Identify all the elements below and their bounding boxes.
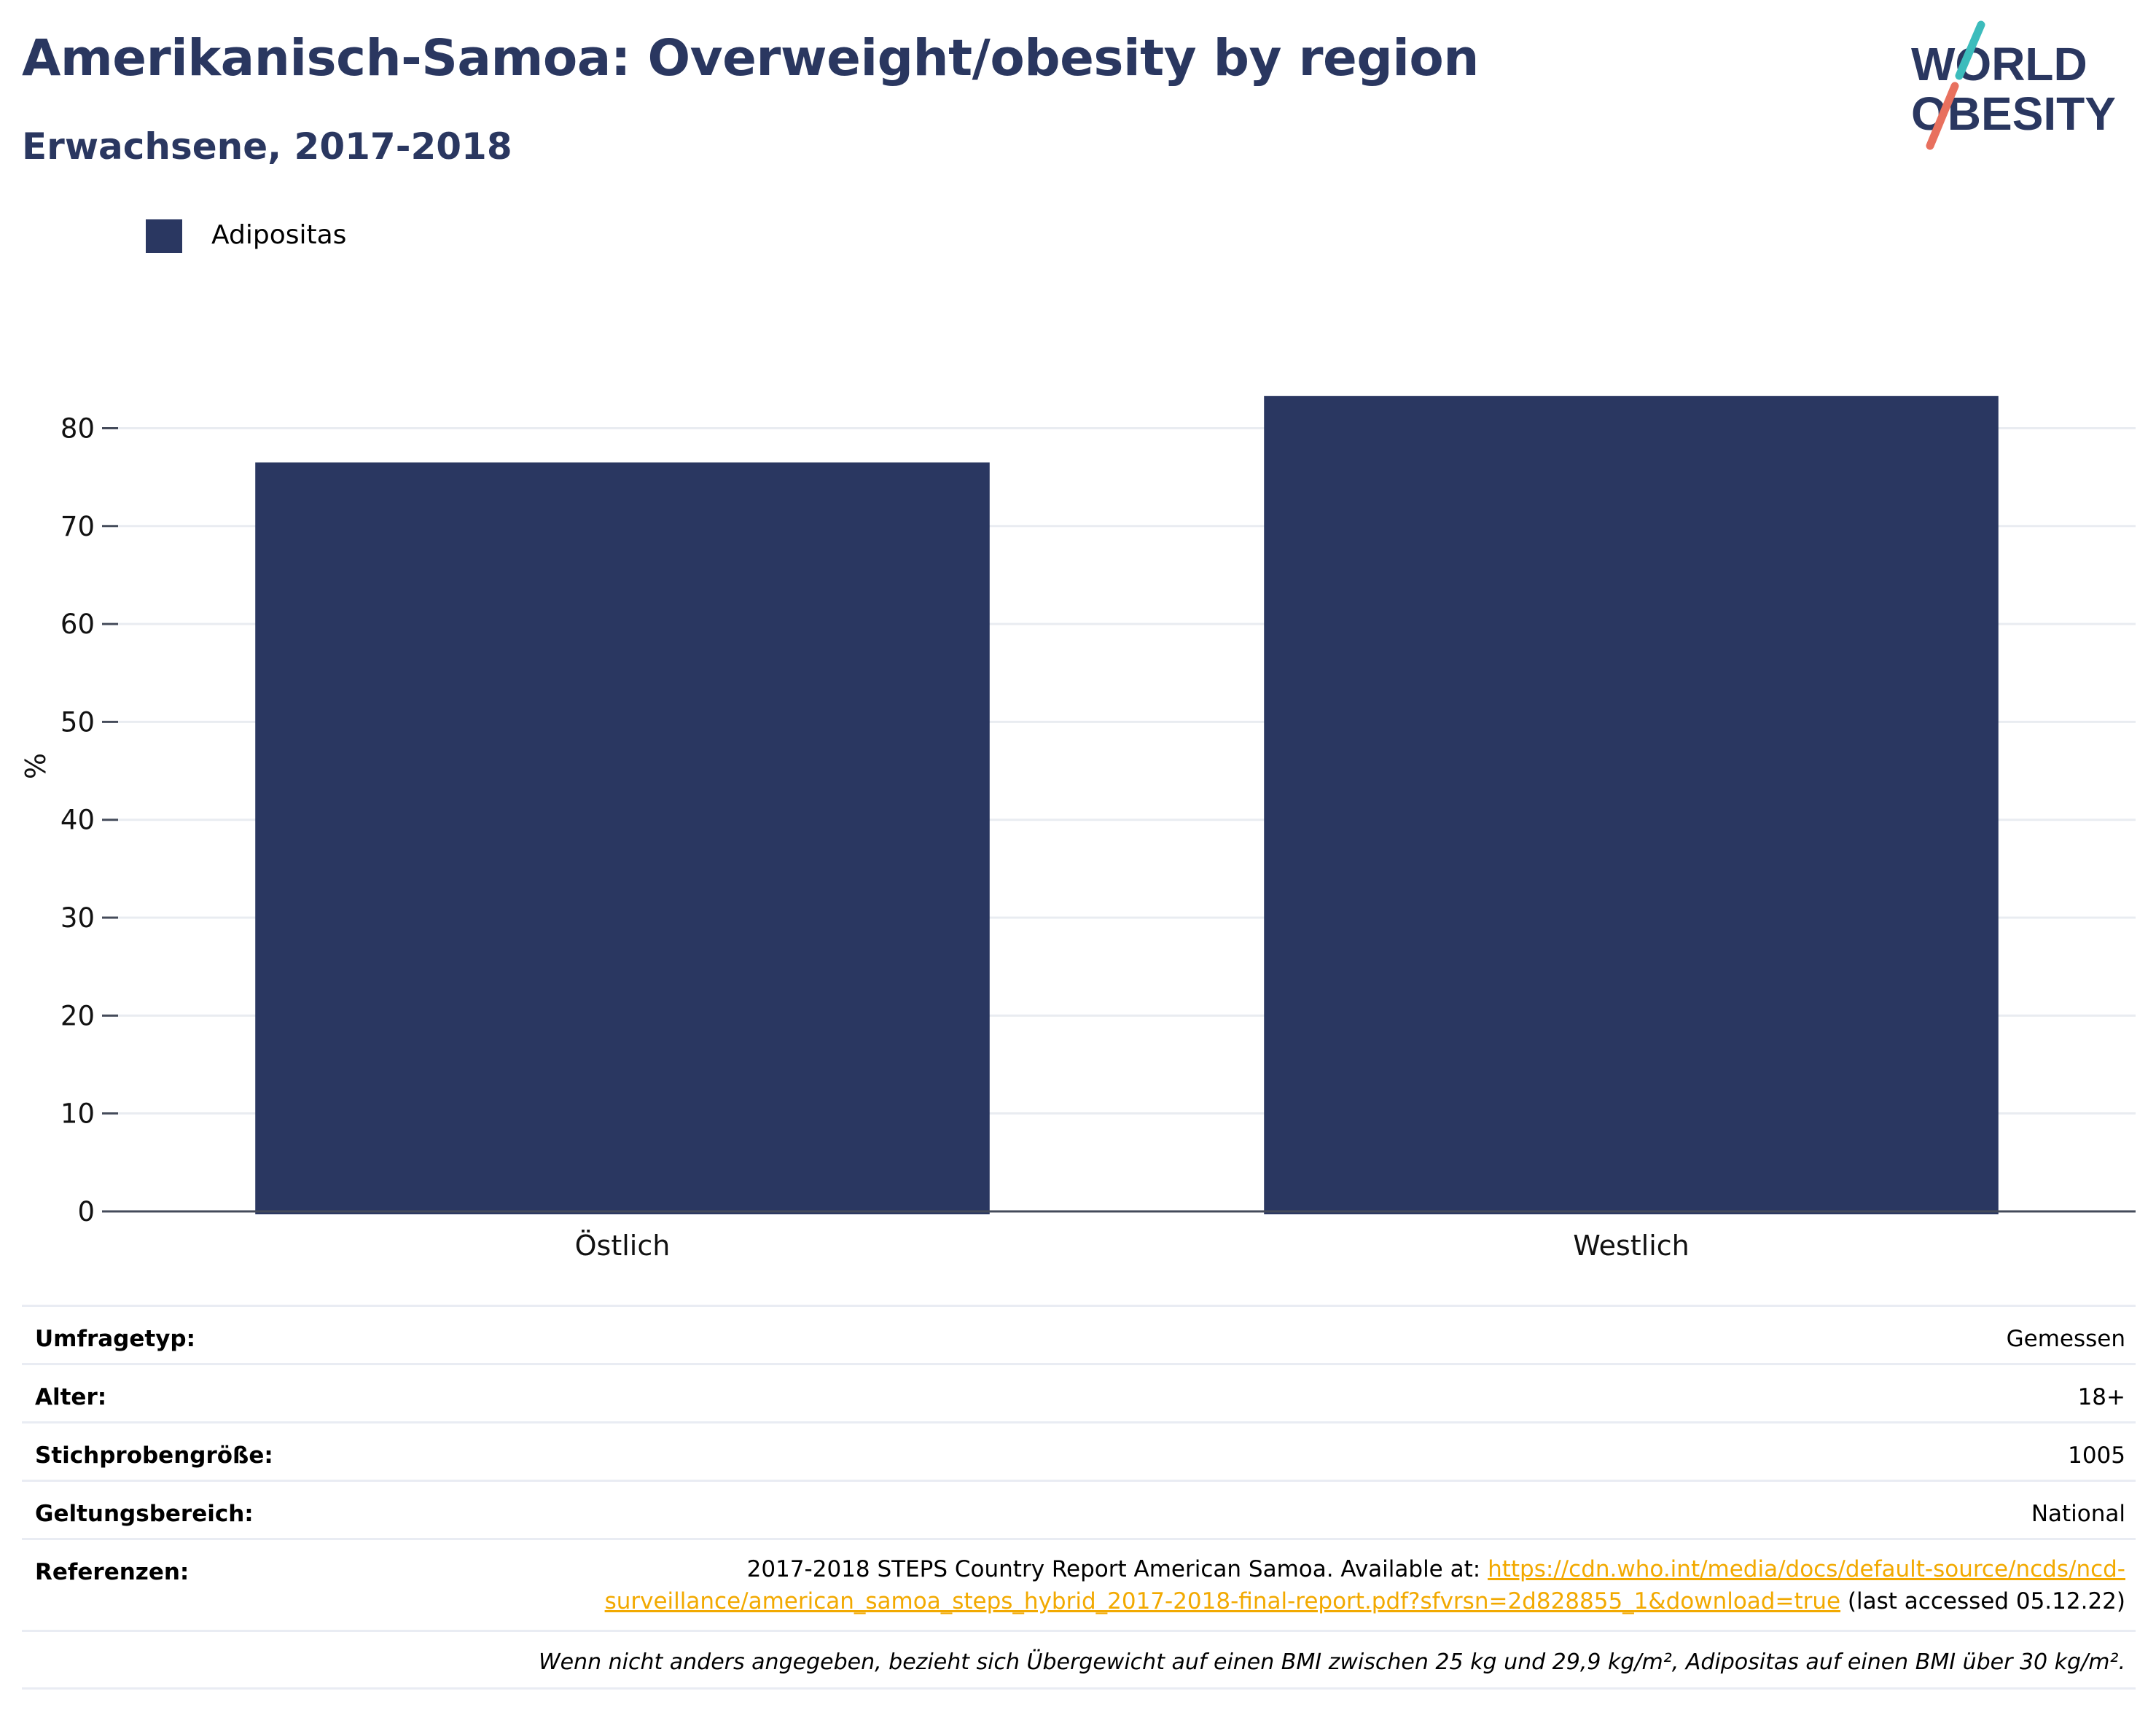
x-tick-label-0: Östlich [575,1230,671,1262]
meta-row-references: Referenzen: 2017-2018 STEPS Country Repo… [22,1538,2136,1630]
reference-link[interactable]: https://cdn.who.int/media/docs/default-s… [604,1556,2125,1614]
bars [255,396,1999,1214]
logo-text-world: WORLD [1911,38,2087,90]
meta-row-scope: Geltungsbereich: National [22,1480,2136,1538]
bar-1[interactable] [1264,396,1999,1214]
bar-chart: 0 10 20 30 40 50 60 70 80 Östlich Westlich % [20,396,2136,1262]
logo-slash-teal [1955,20,1985,80]
legend-label-adipositas: Adipositas [211,220,347,250]
y-tick-label-30: 30 [60,902,95,934]
y-tick-label-20: 20 [60,1000,95,1031]
x-tick-label-1: Westlich [1573,1230,1690,1262]
reference-accessed: (last accessed 05.12.22) [1840,1588,2125,1614]
reference-text: 2017-2018 STEPS Country Report American … [746,1556,1488,1582]
y-axis-label: % [20,753,52,779]
y-tick-label-80: 80 [60,413,95,444]
meta-value-references: 2017-2018 STEPS Country Report American … [493,1553,2125,1617]
meta-key-age: Alter: [35,1384,107,1410]
y-tick-label-50: 50 [60,706,95,738]
y-axis-ticks: 0 10 20 30 40 50 60 70 80 [60,413,118,1227]
meta-value-age: 18+ [2077,1384,2125,1410]
y-tick-label-70: 70 [60,511,95,542]
survey-metadata-table: Umfragetyp: Gemessen Alter: 18+ Stichpro… [22,1305,2136,1690]
y-tick-label-0: 0 [77,1196,95,1227]
meta-row-bmi-note: Wenn nicht anders angegeben, bezieht sic… [22,1630,2136,1690]
chart-subtitle: Erwachsene, 2017-2018 [22,125,512,168]
meta-row-age: Alter: 18+ [22,1363,2136,1421]
meta-key-sample-size: Stichprobengröße: [35,1442,273,1469]
chart-title: Amerikanisch-Samoa: Overweight/obesity b… [22,29,1479,87]
meta-value-sample-size: 1005 [2068,1442,2125,1469]
logo-slash-coral [1926,82,1959,150]
meta-value-survey-type: Gemessen [2006,1326,2125,1352]
y-tick-label-40: 40 [60,805,95,836]
legend-swatch-adipositas [146,219,182,253]
y-tick-label-60: 60 [60,609,95,640]
meta-key-survey-type: Umfragetyp: [35,1326,195,1352]
world-obesity-logo: WORLD OBESITY [1911,20,2116,150]
bmi-definition-note: Wenn nicht anders angegeben, bezieht sic… [538,1649,2125,1675]
x-axis-ticks: Östlich Westlich [575,1230,1690,1262]
meta-value-scope: National [2031,1501,2125,1527]
bar-0[interactable] [255,462,990,1214]
y-tick-label-10: 10 [60,1098,95,1130]
meta-key-scope: Geltungsbereich: [35,1501,254,1527]
meta-row-survey-type: Umfragetyp: Gemessen [22,1305,2136,1363]
meta-key-references: Referenzen: [35,1559,190,1585]
meta-row-sample-size: Stichprobengröße: 1005 [22,1421,2136,1480]
